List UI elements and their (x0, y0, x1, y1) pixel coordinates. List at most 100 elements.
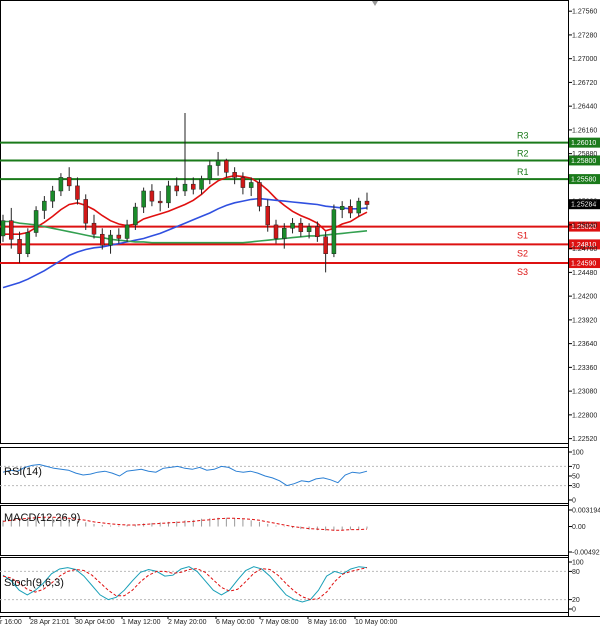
overlay-fast-ma (3, 174, 368, 235)
time-label: 8 May 16:00 (308, 619, 347, 626)
candle-down (265, 205, 270, 226)
time-label: 7 May 08:00 (260, 619, 299, 626)
price-tick-label: 1.27560 (572, 9, 597, 16)
price-tick-label: 1.25880 (572, 151, 597, 158)
level-label-s2: S2 (517, 248, 528, 258)
level-label-r2: R2 (517, 148, 529, 158)
moving-averages (2, 174, 368, 289)
candle-down (240, 177, 246, 188)
candle-up (215, 160, 221, 166)
candle-up (306, 226, 312, 232)
stoch-label: Stoch(9,6,3) (4, 577, 64, 589)
candle-up (133, 206, 138, 226)
candle-up (50, 190, 55, 202)
level-tag-text-r3: 1.26010 (571, 140, 596, 147)
stoch-panel: Stoch(9,6,3) 100 80 20 0 (0, 560, 584, 614)
price-tick-label: 1.23920 (572, 317, 597, 324)
price-tick-label: 1.22800 (572, 412, 597, 419)
price-axis: 1.27560 1.27280 1.27000 1.26720 1.26440 1.261… (568, 9, 597, 443)
price-tick-label: 1.24200 (572, 294, 597, 301)
price-tick-label: 1.23080 (572, 389, 597, 396)
candle-up (58, 177, 64, 192)
level-label-r1: R1 (517, 167, 529, 177)
macd-panel: MACD(12,26,9) 0.003194 0.00 -0.00492 (2, 508, 600, 557)
macd-signal (2, 516, 368, 531)
time-label: 30 Apr 04:00 (75, 619, 115, 626)
candle-down (83, 199, 88, 224)
candle-up (331, 209, 337, 254)
price-tick-label: 1.22520 (572, 436, 597, 443)
candle-down (66, 177, 72, 187)
level-tag-text-s1: 1.25020 (571, 224, 596, 231)
candle-up (182, 183, 188, 192)
rsi-line (2, 463, 368, 487)
rsi-panel: RSI(14) 100 70 50 30 0 (0, 450, 584, 505)
level-tag-text-s2: 1.24810 (571, 242, 596, 249)
price-tick-label: 1.24480 (572, 270, 597, 277)
candle-up (0, 220, 6, 237)
current-price-text: 1.25284 (571, 202, 596, 209)
candle-up (124, 224, 130, 239)
indicator-tick-label: 0.00 (572, 524, 586, 531)
candle-up (290, 222, 295, 229)
time-label: 28 Apr 21:01 (30, 619, 70, 626)
price-tick-label: 1.26160 (572, 127, 597, 134)
candle-down (100, 233, 105, 246)
candle-down (9, 220, 14, 240)
time-label: r 16:00 (0, 619, 22, 626)
indicator-tick-label: 30 (572, 483, 580, 490)
stoch-frame (0, 557, 569, 613)
macd-frame (0, 505, 569, 556)
candle-down (116, 234, 122, 239)
time-label: 10 May 00:00 (355, 619, 398, 626)
candle-up (199, 178, 204, 190)
price-tick-label: 1.26440 (572, 104, 597, 111)
price-tick-label: 1.25320 (572, 199, 597, 206)
level-label-r3: R3 (517, 131, 529, 141)
candle-down (75, 185, 80, 200)
overlay-slow-ma (2, 197, 368, 289)
candle-down (157, 200, 163, 204)
indicator-tick-label: -0.00492 (572, 550, 600, 557)
candle-up (356, 200, 361, 214)
candle-up (282, 228, 287, 239)
candle-down (149, 190, 155, 202)
candle-up (141, 190, 146, 208)
shift-marker (372, 1, 378, 6)
candle-up (42, 200, 47, 211)
candle-down (315, 226, 320, 238)
candle-down (273, 224, 279, 239)
candle-up (339, 205, 345, 210)
rsi-frame (0, 447, 569, 504)
indicator-tick-label: 20 (572, 597, 580, 604)
price-tick-label: 1.23640 (572, 341, 597, 348)
indicator-tick-label: 100 (572, 450, 584, 457)
time-label: 6 May 00:00 (216, 619, 255, 626)
candle-up (166, 185, 171, 204)
indicator-tick-label: 0 (572, 607, 576, 614)
stoch-k-line (2, 566, 368, 603)
price-tick-label: 1.27000 (572, 56, 597, 63)
indicator-tick-label: 50 (572, 474, 580, 481)
rsi-label: RSI(14) (4, 466, 42, 478)
candle-down (91, 222, 97, 235)
indicator-tick-label: 70 (572, 464, 580, 471)
candle-down (224, 160, 229, 173)
level-tag-s3 (569, 258, 600, 269)
level-tag-s1 (569, 221, 600, 232)
indicator-tick-label: 0.003194 (572, 508, 600, 515)
candle-down (17, 239, 22, 254)
time-label: 2 May 20:00 (168, 619, 207, 626)
level-tag-r1 (569, 174, 600, 185)
level-label-s3: S3 (517, 267, 528, 277)
candle-up (25, 232, 31, 254)
indicator-tick-label: 80 (572, 569, 580, 576)
price-tick-label: 1.24760 (572, 246, 597, 253)
main-frame (0, 0, 569, 444)
price-tick-label: 1.25040 (572, 222, 597, 229)
level-tag-text-r1: 1.25580 (571, 177, 596, 184)
level-tag-text-s3: 1.24590 (571, 261, 596, 268)
candle-down (364, 200, 370, 205)
